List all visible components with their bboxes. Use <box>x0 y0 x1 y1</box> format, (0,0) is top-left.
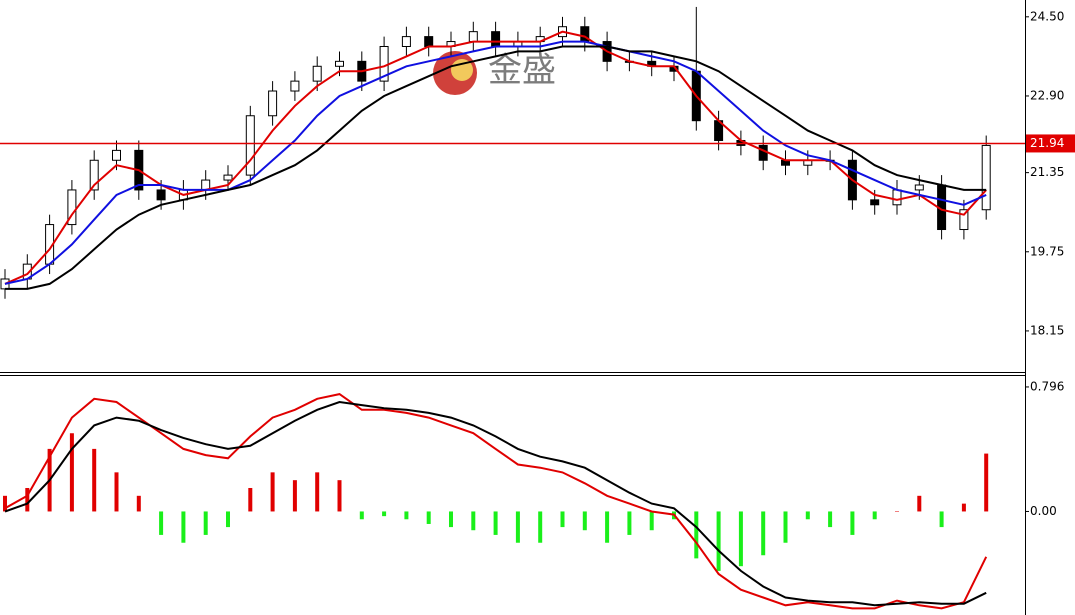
histogram-bar <box>159 511 164 535</box>
histogram-bar <box>850 511 855 535</box>
histogram-bar <box>538 511 543 543</box>
candle-body <box>914 184 924 191</box>
histogram-bar <box>471 511 476 531</box>
histogram-bar <box>627 511 632 535</box>
histogram-bar <box>649 511 654 531</box>
histogram-bar <box>92 448 97 512</box>
macd-line <box>4 393 988 610</box>
candle-body <box>758 144 768 161</box>
price-label: 21.94 <box>1030 136 1064 150</box>
candle-body <box>959 209 969 231</box>
candle-body <box>245 115 255 176</box>
macd-line <box>4 400 987 607</box>
candle-body <box>424 36 434 47</box>
candle-body <box>981 144 991 211</box>
histogram-bar <box>761 511 766 556</box>
candle-body <box>156 189 166 201</box>
histogram-bar <box>404 511 409 520</box>
histogram-bar <box>872 511 877 520</box>
histogram-bar <box>961 503 966 512</box>
histogram-bar <box>828 511 833 528</box>
histogram-bar <box>805 511 810 520</box>
histogram-bar <box>939 511 944 528</box>
histogram-bar <box>181 511 186 543</box>
y-tick-label: 24.50 <box>1030 9 1064 23</box>
candle-body <box>468 31 478 43</box>
histogram-bar <box>226 511 230 528</box>
y-tick-label: 21.35 <box>1030 165 1064 179</box>
histogram-bar <box>694 511 699 559</box>
candle-body <box>401 36 411 47</box>
candle-body <box>89 159 99 191</box>
candle-body <box>67 189 77 226</box>
histogram-bar <box>114 472 119 512</box>
price-label-box <box>1026 134 1075 153</box>
histogram-bar <box>917 495 922 512</box>
histogram-bar <box>270 472 275 512</box>
histogram-bar <box>605 511 610 543</box>
histogram-bar <box>203 511 208 535</box>
histogram-bar <box>895 511 899 512</box>
candle-body <box>312 65 322 82</box>
histogram-bar <box>426 511 431 524</box>
histogram-bar <box>315 472 320 512</box>
histogram-bar <box>493 511 498 535</box>
moving-average-line <box>5 45 987 290</box>
y-tick-label: 0.00 <box>1030 504 1057 518</box>
histogram-bar <box>136 495 141 512</box>
moving-average-line <box>4 40 987 285</box>
candle-body <box>268 90 278 117</box>
watermark: 金盛 <box>433 51 556 95</box>
histogram-bar <box>359 511 364 520</box>
histogram-bar <box>560 511 565 528</box>
y-tick-label: 0.796 <box>1030 379 1064 393</box>
candle-body <box>892 189 902 206</box>
candle-body <box>335 60 344 67</box>
candle-body <box>491 31 501 47</box>
y-tick-label: 18.15 <box>1030 323 1064 337</box>
watermark-text: 金盛 <box>488 51 556 91</box>
histogram-bar <box>69 433 74 512</box>
candle-body <box>290 80 300 92</box>
histogram-bar <box>248 487 253 512</box>
histogram-bar <box>25 487 30 512</box>
histogram-bar <box>582 511 587 531</box>
histogram-bar <box>738 511 743 567</box>
histogram-bar <box>292 480 297 512</box>
candle-body <box>112 149 121 161</box>
y-tick-label: 19.75 <box>1030 244 1064 258</box>
y-tick-label: 22.90 <box>1030 88 1064 102</box>
histogram-bar <box>449 511 453 528</box>
candle-body <box>870 199 880 206</box>
moving-average-line <box>4 30 987 285</box>
candle-body <box>223 174 233 181</box>
histogram-bar <box>337 480 342 512</box>
histogram-bar <box>783 511 788 543</box>
histogram-bar <box>3 495 7 512</box>
histogram-bar <box>515 511 520 543</box>
histogram-bar <box>984 453 989 512</box>
histogram-bar <box>382 511 387 517</box>
histogram-bar <box>716 511 721 571</box>
